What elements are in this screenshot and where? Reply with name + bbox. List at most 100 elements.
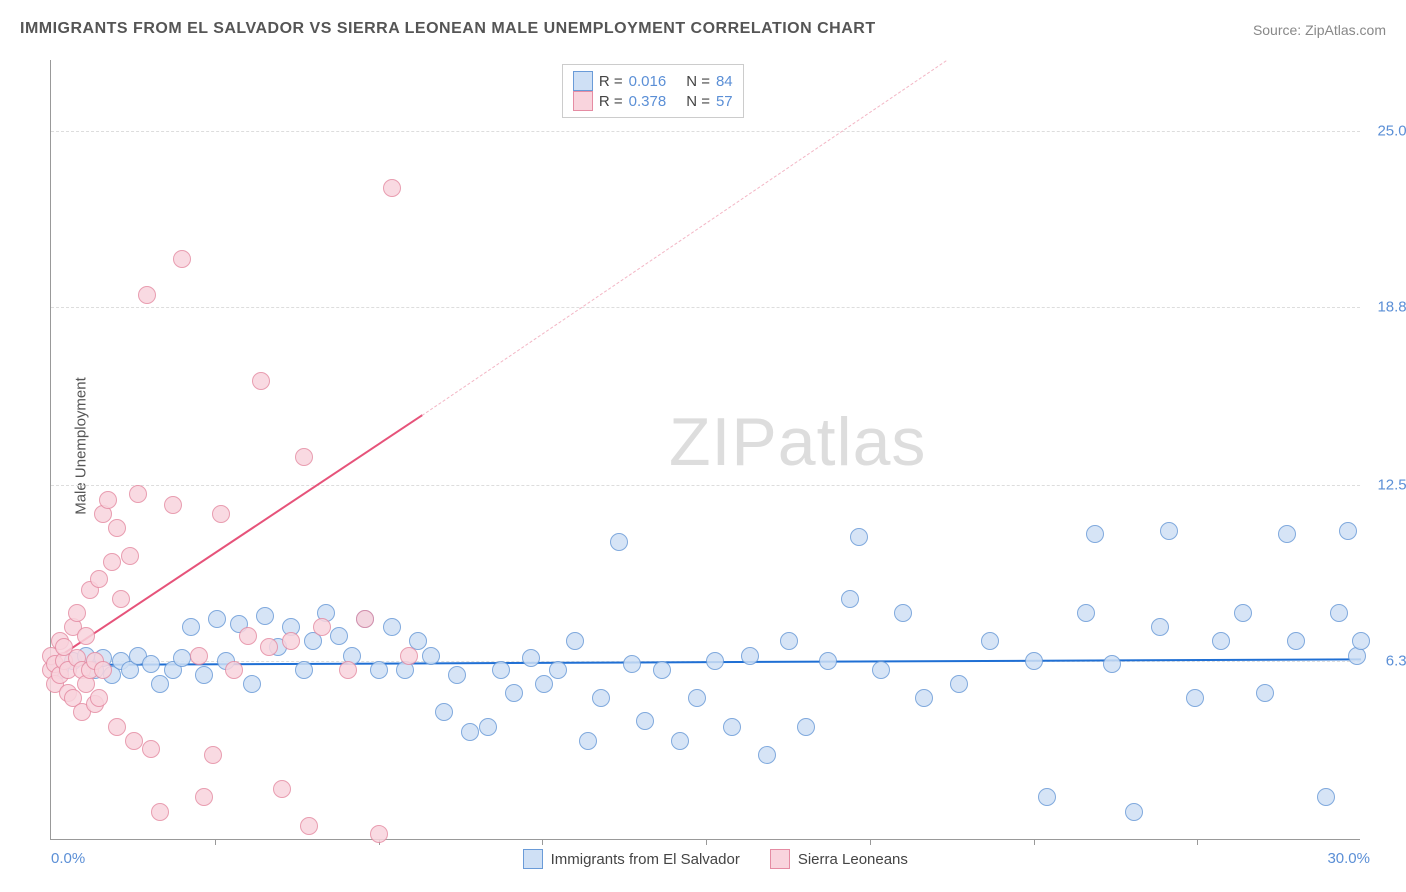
correlation-legend: R =0.016N =84R =0.378N =57 <box>562 64 744 118</box>
legend-swatch <box>573 91 593 111</box>
data-point <box>121 547 139 565</box>
legend-n-value: 84 <box>716 73 733 90</box>
data-point <box>549 661 567 679</box>
x-tick-label: 30.0% <box>1327 850 1370 867</box>
data-point <box>915 689 933 707</box>
data-point <box>138 286 156 304</box>
data-point <box>780 632 798 650</box>
data-point <box>671 732 689 750</box>
data-point <box>212 505 230 523</box>
legend-swatch <box>573 71 593 91</box>
data-point <box>1256 684 1274 702</box>
legend-r-value: 0.016 <box>629 73 667 90</box>
x-tick-mark <box>870 839 871 845</box>
data-point <box>108 718 126 736</box>
data-point <box>190 647 208 665</box>
y-tick-label: 25.0% <box>1377 122 1406 139</box>
data-point <box>300 817 318 835</box>
data-point <box>370 661 388 679</box>
data-point <box>256 607 274 625</box>
data-point <box>239 627 257 645</box>
data-point <box>1186 689 1204 707</box>
data-point <box>981 632 999 650</box>
data-point <box>295 661 313 679</box>
data-point <box>422 647 440 665</box>
data-point <box>260 638 278 656</box>
data-point <box>522 649 540 667</box>
x-tick-label: 0.0% <box>51 850 85 867</box>
data-point <box>1287 632 1305 650</box>
data-point <box>1317 788 1335 806</box>
data-point <box>243 675 261 693</box>
legend-n-label: N = <box>686 93 710 110</box>
data-point <box>1125 803 1143 821</box>
data-point <box>330 627 348 645</box>
data-point <box>1330 604 1348 622</box>
legend-swatch <box>770 849 790 869</box>
data-point <box>1212 632 1230 650</box>
data-point <box>872 661 890 679</box>
data-point <box>195 666 213 684</box>
data-point <box>1352 632 1370 650</box>
data-point <box>448 666 466 684</box>
y-tick-label: 12.5% <box>1377 477 1406 494</box>
data-point <box>505 684 523 702</box>
x-tick-mark <box>542 839 543 845</box>
legend-swatch <box>523 849 543 869</box>
x-tick-mark <box>706 839 707 845</box>
data-point <box>68 604 86 622</box>
data-point <box>850 528 868 546</box>
data-point <box>1234 604 1252 622</box>
data-point <box>108 519 126 537</box>
data-point <box>1025 652 1043 670</box>
data-point <box>610 533 628 551</box>
data-point <box>164 496 182 514</box>
data-point <box>535 675 553 693</box>
data-point <box>461 723 479 741</box>
data-point <box>142 655 160 673</box>
data-point <box>90 570 108 588</box>
legend-r-label: R = <box>599 73 623 90</box>
data-point <box>1278 525 1296 543</box>
data-point <box>99 491 117 509</box>
data-point <box>173 250 191 268</box>
gridline <box>51 131 1360 132</box>
data-point <box>1339 522 1357 540</box>
chart-title: IMMIGRANTS FROM EL SALVADOR VS SIERRA LE… <box>20 20 876 38</box>
data-point <box>129 485 147 503</box>
x-tick-mark <box>1197 839 1198 845</box>
x-tick-mark <box>1034 839 1035 845</box>
data-point <box>182 618 200 636</box>
data-point <box>1151 618 1169 636</box>
data-point <box>90 689 108 707</box>
data-point <box>1086 525 1104 543</box>
data-point <box>1077 604 1095 622</box>
data-point <box>492 661 510 679</box>
data-point <box>77 627 95 645</box>
data-point <box>1103 655 1121 673</box>
data-point <box>383 618 401 636</box>
data-point <box>103 553 121 571</box>
data-point <box>151 803 169 821</box>
data-point <box>653 661 671 679</box>
legend-n-label: N = <box>686 73 710 90</box>
data-point <box>579 732 597 750</box>
data-point <box>204 746 222 764</box>
data-point <box>623 655 641 673</box>
data-point <box>151 675 169 693</box>
data-point <box>370 825 388 843</box>
data-point <box>173 649 191 667</box>
legend-series-label: Immigrants from El Salvador <box>551 851 740 868</box>
data-point <box>94 661 112 679</box>
data-point <box>950 675 968 693</box>
data-point <box>636 712 654 730</box>
data-point <box>295 448 313 466</box>
data-point <box>339 661 357 679</box>
scatter-plot-area: 6.3%12.5%18.8%25.0%0.0%30.0%ZIPatlasR =0… <box>50 60 1360 840</box>
data-point <box>273 780 291 798</box>
data-point <box>356 610 374 628</box>
legend-r-label: R = <box>599 93 623 110</box>
data-point <box>125 732 143 750</box>
data-point <box>723 718 741 736</box>
legend-series-label: Sierra Leoneans <box>798 851 908 868</box>
